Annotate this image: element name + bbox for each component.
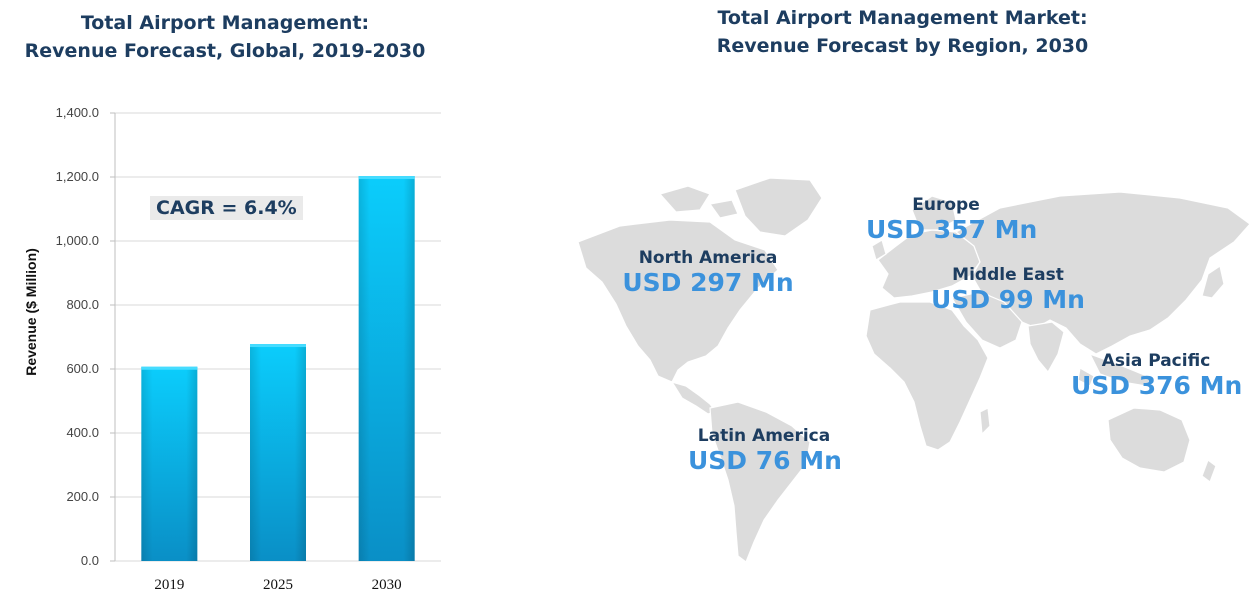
region-name: Europe <box>912 195 980 215</box>
greenland-shape <box>734 177 823 237</box>
region-latin-america: Latin America USD 76 Mn <box>688 426 842 476</box>
region-value: USD 99 Mn <box>931 285 1085 314</box>
right-title-line: Revenue Forecast by Region, 2030 <box>716 35 1089 57</box>
x-tick-labels: 2019 2025 2030 <box>154 577 401 593</box>
canada-islands-shape <box>658 185 739 219</box>
y-tick-labels: 0.0 200.0 400.0 600.0 800.0 1,000.0 1,200.0 1,4… <box>56 105 99 568</box>
region-name: Latin America <box>697 426 831 446</box>
south-america-shape <box>709 401 811 563</box>
bar-top-highlight <box>141 366 198 370</box>
bar-top-highlight <box>358 176 415 180</box>
region-name: Asia Pacific <box>1101 351 1211 371</box>
japan-shape <box>1201 265 1225 299</box>
bar-shading <box>358 176 415 562</box>
region-asia-pacific: Asia Pacific USD 376 Mn <box>1071 351 1243 401</box>
bars <box>141 176 415 562</box>
uk-shape <box>871 239 887 261</box>
madagascar-shape <box>979 407 991 436</box>
region-value: USD 76 Mn <box>688 446 842 475</box>
world-map <box>577 177 1251 563</box>
y-tick-label: 200.0 <box>66 489 99 504</box>
y-tick-label: 600.0 <box>66 361 99 376</box>
region-name: North America <box>638 248 778 268</box>
bar-shading <box>141 366 198 561</box>
region-value: USD 376 Mn <box>1071 371 1243 400</box>
revenue-bar-chart: 0.0 200.0 400.0 600.0 800.0 1,000.0 1,200.0 1,4… <box>23 105 441 593</box>
region-europe: Europe USD 357 Mn <box>866 195 1038 245</box>
africa-shape <box>865 301 989 451</box>
y-tick-label: 1,400.0 <box>56 105 99 120</box>
north-america-shape <box>577 219 779 383</box>
region-north-america: North America USD 297 Mn <box>618 248 798 298</box>
southeast-asia-shape <box>1077 352 1153 387</box>
middle-east-shape <box>951 291 1023 349</box>
left-title-line: Revenue Forecast, Global, 2019-2030 <box>24 40 426 62</box>
right-title-line: Total Airport Management Market: <box>717 7 1088 29</box>
y-tick-label: 1,000.0 <box>56 233 99 248</box>
x-tick-label: 2019 <box>154 577 184 593</box>
region-middle-east: Middle East USD 99 Mn <box>928 265 1088 315</box>
y-tick-label: 1,200.0 <box>56 169 99 184</box>
y-tick-label: 800.0 <box>66 297 99 312</box>
india-shape <box>1027 321 1065 374</box>
y-axis-label: Revenue ($ Million) <box>23 248 39 376</box>
cagr-annotation: CAGR = 6.4% <box>150 196 303 220</box>
left-chart-title: Total Airport Management: Revenue Foreca… <box>15 9 435 65</box>
y-tick-label: 400.0 <box>66 425 99 440</box>
left-title-line: Total Airport Management: <box>80 12 370 34</box>
bar-top-highlight <box>250 344 306 348</box>
scandinavia-shape <box>911 195 957 231</box>
central-america-shape <box>670 380 718 415</box>
x-tick-label: 2025 <box>263 577 293 593</box>
new-zealand-shape <box>1201 459 1217 483</box>
x-tick-label: 2030 <box>372 577 402 593</box>
region-value: USD 357 Mn <box>866 215 1038 244</box>
region-name: Middle East <box>952 265 1064 285</box>
europe-shape <box>877 229 981 299</box>
continents <box>577 177 1251 563</box>
y-tick-label: 0.0 <box>81 553 99 568</box>
bar-shading <box>250 344 306 561</box>
australia-shape <box>1107 407 1191 473</box>
right-map-title: Total Airport Management Market: Revenue… <box>680 4 1125 60</box>
region-value: USD 297 Mn <box>622 268 794 297</box>
